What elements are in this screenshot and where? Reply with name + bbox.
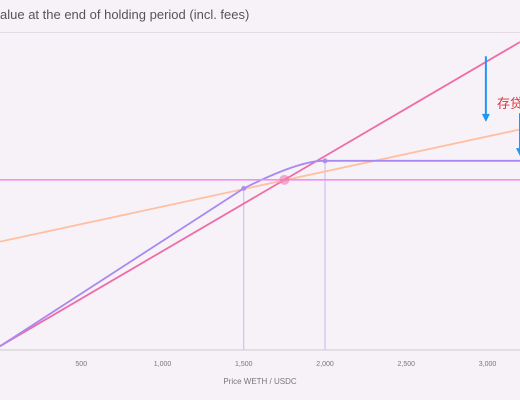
series-line-2 <box>0 159 520 347</box>
x-tick-label: 2,500 <box>397 361 415 368</box>
series-line-0 <box>0 41 520 347</box>
reference-lines <box>243 160 326 350</box>
data-markers <box>241 158 328 191</box>
chart-header: alue at the end of holding period (incl.… <box>0 0 520 33</box>
x-tick-label: 500 <box>75 361 87 368</box>
marker-2 <box>322 158 328 164</box>
marker-1 <box>241 185 247 191</box>
arrow-head-0 <box>481 113 490 122</box>
arrow-head-1 <box>516 148 520 157</box>
x-ticks: 500 1,000 1,500 2,000 2,500 3,000 <box>75 361 496 368</box>
marker-0 <box>279 174 290 185</box>
annotation-arrows <box>481 56 520 157</box>
x-axis-label: Price WETH / USDC <box>223 377 297 386</box>
series-lines <box>0 41 520 347</box>
annotation-label: 存贷 <box>497 96 520 111</box>
x-tick-label: 3,000 <box>479 361 497 368</box>
x-tick-label: 2,000 <box>316 361 334 368</box>
x-tick-label: 1,500 <box>235 361 253 368</box>
series-line-1 <box>0 128 520 243</box>
x-tick-label: 1,000 <box>154 361 172 368</box>
chart-title: alue at the end of holding period (incl.… <box>0 7 250 22</box>
